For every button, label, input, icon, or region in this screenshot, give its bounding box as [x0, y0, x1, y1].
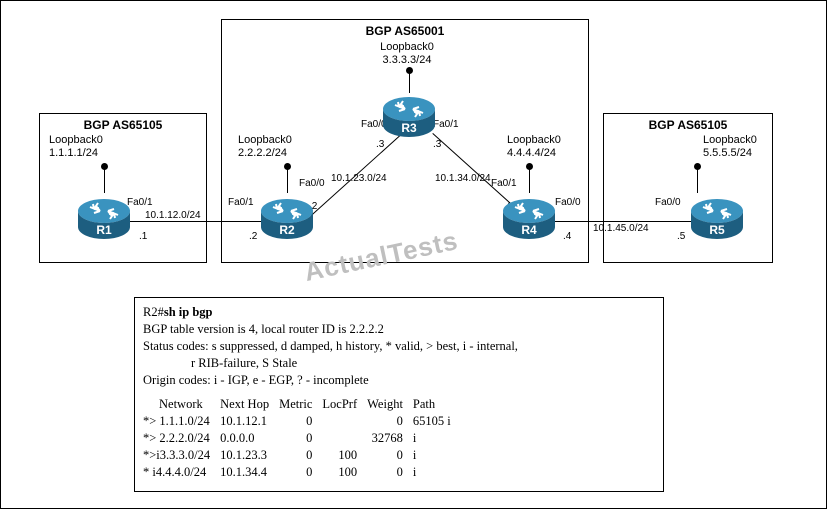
cli-table-header: Network Next Hop Metric LocPrf Weight Pa… [143, 396, 461, 413]
loopback-r5: Loopback05.5.5.5/24 [703, 134, 757, 160]
if-r4-fa01: Fa0/1 [491, 178, 517, 190]
router-r2: R2 [259, 193, 315, 249]
as-title-left: BGP AS65105 [40, 118, 206, 132]
loop-stem-r2 [287, 167, 288, 193]
host-r2-12: .2 [249, 231, 257, 243]
loop-stem-r1 [104, 167, 105, 193]
if-r5-fa00: Fa0/0 [655, 197, 681, 209]
loop-dot-r2 [284, 163, 291, 170]
loopback-r2: Loopback02.2.2.2/24 [238, 134, 292, 160]
if-r2-fa01: Fa0/1 [228, 197, 254, 209]
cli-line4: Origin codes: i - IGP, e - EGP, ? - inco… [143, 372, 655, 389]
loopback-r4: Loopback04.4.4.4/24 [507, 134, 561, 160]
host-r4-45: .4 [563, 231, 571, 243]
as-title-right: BGP AS65105 [604, 118, 772, 132]
loop-stem-r5 [697, 167, 698, 193]
loop-dot-r1 [101, 163, 108, 170]
cli-cmd: R2#sh ip bgp [143, 304, 655, 321]
if-r4-fa00: Fa0/0 [555, 197, 581, 209]
host-r5: .5 [677, 231, 685, 243]
if-r2-fa00: Fa0/0 [299, 178, 325, 190]
subnet-r4r5: 10.1.45.0/24 [593, 223, 649, 235]
cli-line1: BGP table version is 4, local router ID … [143, 321, 655, 338]
subnet-r3r4: 10.1.34.0/24 [435, 173, 491, 185]
host-r1: .1 [139, 231, 147, 243]
cli-row: * i4.4.4.0/2410.1.34.401000i [143, 464, 461, 481]
cli-row: *>i3.3.3.0/2410.1.23.301000i [143, 447, 461, 464]
cli-output: R2#sh ip bgp BGP table version is 4, loc… [134, 297, 664, 492]
loop-dot-r5 [694, 163, 701, 170]
cli-line3: r RIB-failure, S Stale [143, 355, 655, 372]
loop-dot-r3 [406, 67, 413, 74]
loop-stem-r3 [409, 71, 410, 93]
loop-dot-r4 [526, 163, 533, 170]
cli-line2: Status codes: s suppressed, d damped, h … [143, 338, 655, 355]
cli-row: *> 2.2.2.0/240.0.0.0032768i [143, 430, 461, 447]
router-r5: R5 [689, 193, 745, 249]
loopback-r3: Loopback03.3.3.3/24 [377, 41, 437, 67]
router-r3: R3 [381, 91, 437, 147]
subnet-r2r3: 10.1.23.0/24 [331, 173, 387, 185]
subnet-r1r2: 10.1.12.0/24 [145, 210, 201, 222]
loopback-r1: Loopback01.1.1.1/24 [49, 134, 103, 160]
router-r1: R1 [76, 193, 132, 249]
as-title-center: BGP AS65001 [222, 24, 588, 38]
router-r4: R4 [501, 193, 557, 249]
cli-table: Network Next Hop Metric LocPrf Weight Pa… [143, 396, 461, 480]
cli-row: *> 1.1.1.0/2410.1.12.10065105 i [143, 413, 461, 430]
loop-stem-r4 [529, 167, 530, 193]
link-r4-r5 [555, 221, 691, 222]
